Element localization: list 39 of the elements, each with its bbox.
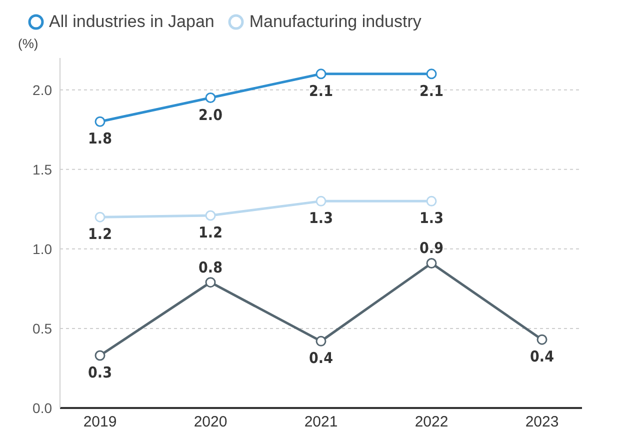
y-tick-label: 2.0 bbox=[32, 82, 52, 98]
point bbox=[316, 68, 326, 80]
point bbox=[94, 116, 106, 127]
point bbox=[536, 334, 548, 345]
point bbox=[205, 92, 216, 104]
data-label: 0.4 bbox=[309, 349, 333, 368]
x-tick-label: 2020 bbox=[194, 414, 228, 431]
data-label: 1.2 bbox=[88, 225, 112, 244]
x-tick-label: 2019 bbox=[83, 414, 117, 431]
legend-label: Manufacturing industry bbox=[248, 12, 422, 32]
y-tick-label: 0.5 bbox=[32, 320, 52, 336]
point bbox=[316, 196, 326, 206]
point bbox=[94, 350, 106, 361]
data-label: 0.3 bbox=[88, 364, 112, 382]
data-label: 2.1 bbox=[309, 82, 333, 100]
data-label: 1.3 bbox=[309, 209, 333, 228]
point bbox=[205, 210, 216, 221]
point bbox=[426, 196, 437, 206]
data-label: 1.3 bbox=[420, 209, 444, 228]
point bbox=[205, 277, 216, 288]
x-tick-label: 2021 bbox=[304, 414, 338, 431]
data-label: 1.8 bbox=[88, 130, 112, 148]
data-label: 0.8 bbox=[198, 258, 222, 276]
point bbox=[426, 68, 437, 80]
data-label: 2.1 bbox=[420, 82, 444, 100]
data-label: 1.2 bbox=[198, 224, 222, 242]
x-tick-label: 2022 bbox=[414, 414, 448, 431]
data-label: 0.4 bbox=[530, 348, 554, 366]
legend-label: All industries in Japan bbox=[48, 12, 214, 32]
y-tick-label: 0.0 bbox=[32, 400, 52, 416]
data-label: 2.0 bbox=[198, 106, 222, 124]
y-tick-label: 1.0 bbox=[32, 240, 52, 257]
point bbox=[94, 212, 106, 222]
data-label: 0.9 bbox=[420, 239, 444, 258]
point bbox=[316, 336, 326, 346]
y-tick-label: 1.5 bbox=[32, 161, 52, 178]
y-axis-title: (%) bbox=[18, 36, 38, 51]
point bbox=[426, 258, 437, 268]
x-tick-label: 2023 bbox=[525, 414, 559, 431]
